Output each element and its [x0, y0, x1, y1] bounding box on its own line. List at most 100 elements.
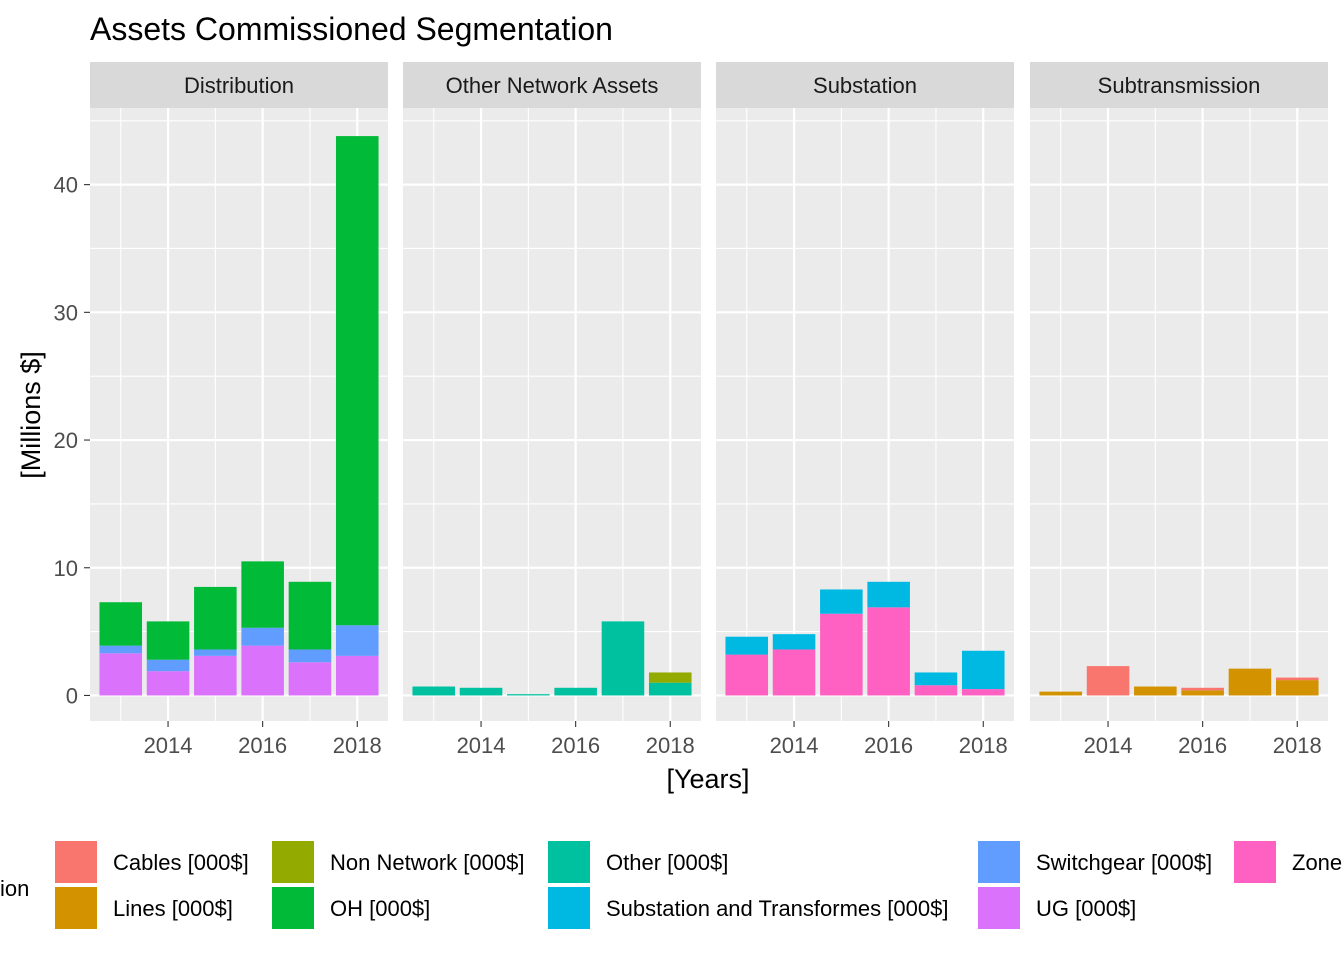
legend-swatch: [272, 841, 314, 883]
x-tick-label: 2014: [457, 733, 506, 758]
facet-strip: [90, 62, 388, 108]
bar-segment: [725, 654, 769, 696]
legend-item: Zone: [1234, 841, 1342, 883]
legend: Cables [000$] Lines [000$] Non Network [00…: [55, 841, 1342, 929]
legend-item: Substation and Transformes [000$]: [548, 887, 948, 929]
x-tick-label: 2016: [238, 733, 287, 758]
bar-segment: [146, 671, 190, 696]
facet-label: Other Network Assets: [446, 73, 659, 98]
legend-label: Substation and Transformes [000$]: [606, 896, 948, 921]
bar-segment: [288, 662, 332, 696]
x-tick-label: 2016: [864, 733, 913, 758]
legend-swatch: [55, 887, 97, 929]
legend-label: Cables [000$]: [113, 850, 249, 875]
bar-segment: [146, 659, 190, 672]
panel-background: [403, 108, 701, 721]
legend-swatch: [1234, 841, 1276, 883]
y-axis-label: [Millions $]: [16, 351, 46, 479]
bar-segment: [99, 602, 143, 646]
legend-label: Non Network [000$]: [330, 850, 524, 875]
bar-segment: [1275, 677, 1319, 681]
x-tick-label: 2018: [333, 733, 382, 758]
legend-swatch: [272, 887, 314, 929]
bar-segment: [820, 613, 863, 696]
facet-label: Distribution: [184, 73, 294, 98]
facet-subtransmission: Subtransmission 2014 2016 2018: [1030, 62, 1328, 758]
legend-item: OH [000$]: [272, 887, 430, 929]
bar-segment: [648, 672, 692, 683]
y-tick-label: 20: [54, 428, 78, 453]
bar-segment: [241, 561, 284, 628]
legend-swatch: [548, 887, 590, 929]
bar-segment: [725, 636, 769, 655]
legend-item: Switchgear [000$]: [978, 841, 1212, 883]
legend-item: Non Network [000$]: [272, 841, 524, 883]
chart-title: Assets Commissioned Segmentation: [90, 11, 613, 47]
facet-label: Substation: [813, 73, 917, 98]
bar-segment: [99, 653, 143, 696]
facet-strip: [403, 62, 701, 108]
facet-label: Subtransmission: [1098, 73, 1261, 98]
legend-label: UG [000$]: [1036, 896, 1136, 921]
legend-swatch: [978, 887, 1020, 929]
bar-segment: [820, 589, 863, 614]
x-axis-label: [Years]: [666, 764, 749, 794]
facet-distribution: Distribution 2014 2016 2018 0 10 20 30 40: [54, 62, 388, 758]
bar-segment: [772, 649, 816, 696]
bar-segment: [1228, 668, 1272, 696]
bar-segment: [601, 621, 645, 696]
facet-other-network-assets: Other Network Assets 2014 2016 2018: [403, 62, 701, 758]
x-tick-label: 2014: [1084, 733, 1133, 758]
bar-segment: [914, 685, 958, 696]
legend-swatch: [978, 841, 1020, 883]
bar-segment: [241, 645, 284, 696]
bar-segment: [1134, 686, 1177, 696]
bar-segment: [648, 682, 692, 696]
legend-title: ion: [0, 876, 29, 901]
bar-segment: [1181, 687, 1224, 691]
bar-segment: [194, 649, 237, 656]
bar-segment: [867, 607, 910, 696]
panel-background: [716, 108, 1014, 721]
bar-segment: [914, 672, 958, 686]
bar-segment: [1181, 690, 1224, 696]
facet-strip: [1030, 62, 1328, 108]
legend-label: OH [000$]: [330, 896, 430, 921]
bar-segment: [554, 687, 597, 696]
bar-segment: [961, 650, 1005, 690]
bar-segment: [867, 581, 910, 608]
bar-segment: [1086, 666, 1130, 696]
bar-segment: [194, 655, 237, 696]
bar-segment: [146, 621, 190, 660]
legend-item: Cables [000$]: [55, 841, 249, 883]
bar-segment: [194, 586, 237, 650]
facet-substation: Substation 2014 2016 2018: [716, 62, 1014, 758]
bar-segment: [772, 634, 816, 650]
bar-segment: [507, 694, 550, 696]
bar-segment: [335, 625, 379, 656]
x-tick-label: 2014: [144, 733, 193, 758]
bar-segment: [1275, 680, 1319, 696]
bar-segment: [288, 581, 332, 650]
legend-label: Lines [000$]: [113, 896, 233, 921]
y-tick-label: 40: [54, 173, 78, 198]
x-tick-label: 2016: [1178, 733, 1227, 758]
bar-segment: [1039, 691, 1083, 696]
facet-panels: Distribution 2014 2016 2018 0 10 20 30 40 Other N…: [54, 62, 1328, 758]
bar-segment: [335, 655, 379, 696]
panel-background: [1030, 108, 1328, 721]
x-tick-label: 2016: [551, 733, 600, 758]
x-tick-label: 2014: [770, 733, 819, 758]
bar-segment: [288, 649, 332, 663]
bar-segment: [412, 686, 456, 696]
bar-segment: [241, 627, 284, 646]
y-tick-label: 30: [54, 300, 78, 325]
bar-segment: [335, 136, 379, 626]
legend-label: Other [000$]: [606, 850, 728, 875]
legend-item: UG [000$]: [978, 887, 1136, 929]
facet-strip: [716, 62, 1014, 108]
legend-swatch: [55, 841, 97, 883]
bar-segment: [99, 645, 143, 654]
legend-label: Zone: [1292, 850, 1342, 875]
